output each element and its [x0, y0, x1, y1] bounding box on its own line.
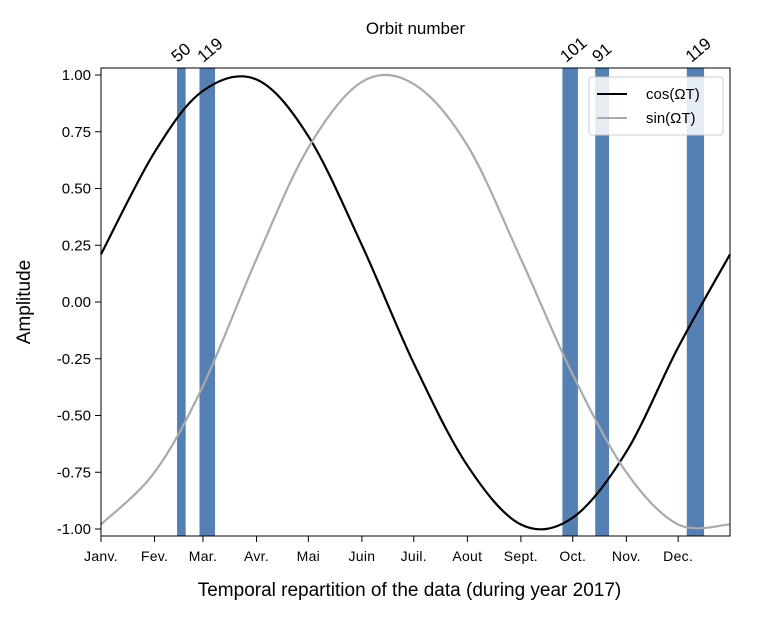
legend-box [588, 76, 724, 136]
y-tick-label-3: 0.25 [62, 237, 91, 254]
orbit-band-4 [686, 68, 705, 536]
y-tick-label-4: 0.00 [62, 294, 91, 311]
y-axis-label: Amplitude [14, 260, 35, 345]
x-tick-label-11: Dec. [663, 548, 693, 564]
x-tick-label-0: Janv. [84, 548, 118, 564]
x-tick-label-2: Mar. [189, 548, 217, 564]
y-axis-ticks: 1.00 0.75 0.50 0.25 0.00 -0.25 -0.50 -0.75 -1.00 [57, 67, 101, 538]
y-tick-label-6: -0.50 [57, 408, 91, 425]
orbit-band-label-4: 119 [682, 34, 715, 66]
x-tick-label-4: Mai [297, 548, 320, 564]
series-lines [100, 73, 731, 531]
x-tick-label-1: Fev. [141, 548, 168, 564]
orbit-band-label-2: 101 [557, 33, 591, 66]
x-tick-label-5: Juin [348, 548, 375, 564]
y-tick-label-7: -0.75 [57, 464, 91, 481]
legend-label-cos: cos(ΩT) [646, 86, 700, 103]
legend-label-sin: sin(ΩT) [646, 110, 696, 127]
series-line-0 [100, 75, 731, 531]
legend: cos(ΩT) sin(ΩT) [588, 76, 724, 136]
plot-area-frame [100, 67, 731, 537]
series-line-1 [100, 73, 731, 530]
orbit-band-2 [562, 68, 578, 536]
x-axis-ticks: Janv. Fev. Mar. Avr. Mai Juin Juil. Aout Sept. Oc… [84, 536, 693, 564]
y-tick-label-5: -0.25 [57, 351, 91, 368]
orbit-band-label-1: 119 [194, 34, 227, 66]
y-tick-label-1: 0.75 [62, 124, 91, 141]
x-tick-label-8: Sept. [504, 548, 538, 564]
x-tick-label-9: Oct. [559, 548, 586, 564]
x-axis-label: Temporal repartition of the data (during… [198, 580, 622, 601]
y-tick-label-8: -1.00 [57, 521, 91, 538]
orbit-band-label-0: 50 [168, 39, 195, 66]
orbit-band-label-3: 91 [588, 39, 615, 66]
x-tick-label-10: Nov. [612, 548, 641, 564]
chart-title: Orbit number [366, 19, 466, 38]
orbit-bands [177, 68, 705, 536]
orbit-band-0 [177, 68, 186, 536]
y-tick-label-0: 1.00 [62, 67, 91, 84]
x-tick-label-7: Aout [452, 548, 482, 564]
x-tick-label-6: Juil. [401, 548, 427, 564]
y-tick-label-2: 0.50 [62, 181, 91, 198]
orbit-band-1 [199, 68, 216, 536]
x-tick-label-3: Avr. [244, 548, 269, 564]
orbit-band-3 [595, 68, 610, 536]
